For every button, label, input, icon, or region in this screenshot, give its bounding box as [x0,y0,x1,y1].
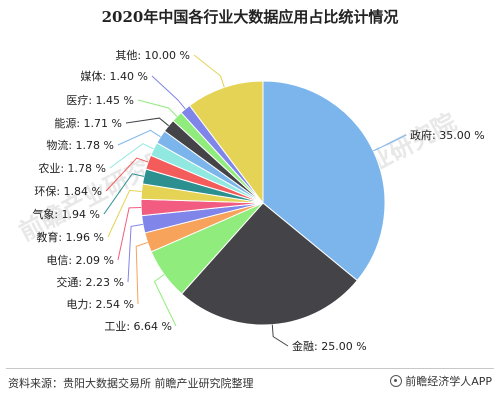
pie-slice-金融[interactable] [180,202,358,326]
brand-text: 前瞻经济学人APP [405,375,492,388]
leader-line-医疗 [137,99,178,117]
leader-line-物流 [117,129,161,146]
data-label-医疗: 医疗: 1.45 % [66,93,134,107]
data-label-能源: 能源: 1.71 % [54,116,122,130]
data-label-农业: 农业: 1.78 % [38,161,106,175]
data-label-交通: 交通: 2.23 % [56,275,124,289]
data-label-工业: 工业: 6.64 % [104,320,172,333]
data-label-政府: 政府: 35.00 % [410,128,485,142]
footer-divider [6,368,494,369]
source-note: 资料来源：贵阳大数据交易所 前瞻产业研究院整理 [8,377,254,390]
leader-line-电力 [135,242,148,305]
leader-line-环保 [105,157,149,192]
data-label-教育: 教育: 1.96 % [36,230,104,244]
leader-line-媒体 [151,75,186,110]
data-label-物流: 物流: 1.78 % [46,138,114,152]
pie-slice-其他[interactable] [188,80,264,205]
brand-logo-icon [390,375,403,387]
data-label-气象: 气象: 1.94 % [32,207,100,221]
pie-slice-政府[interactable] [262,80,386,282]
leader-line-工业 [153,274,177,327]
leader-line-金融 [271,324,289,347]
data-label-电力: 电力: 2.54 % [66,298,134,311]
chart-title: 2020年中国各行业大数据应用占比统计情况 [101,8,399,26]
leader-line-能源 [125,117,169,127]
leader-line-电信 [117,206,142,261]
data-label-其他: 其他: 10.00 % [115,49,190,62]
data-label-电信: 电信: 2.09 % [46,254,114,267]
data-label-金融: 金融: 25.00 % [292,339,367,353]
leader-line-教育 [107,189,142,238]
leader-line-农业 [109,143,154,169]
leader-line-其他 [193,54,225,88]
leader-line-政府 [373,134,407,152]
leader-line-交通 [127,223,143,283]
pie-chart: 政府: 35.00 % 金融: 25.00 % 工业: 6.64 % 电力: 2.54… [32,49,485,353]
data-label-环保: 环保: 1.84 % [34,184,102,198]
brand-credit: 前瞻经济学人APP [390,373,492,389]
data-label-媒体: 媒体: 1.40 % [80,69,148,83]
leader-line-气象 [103,173,145,215]
